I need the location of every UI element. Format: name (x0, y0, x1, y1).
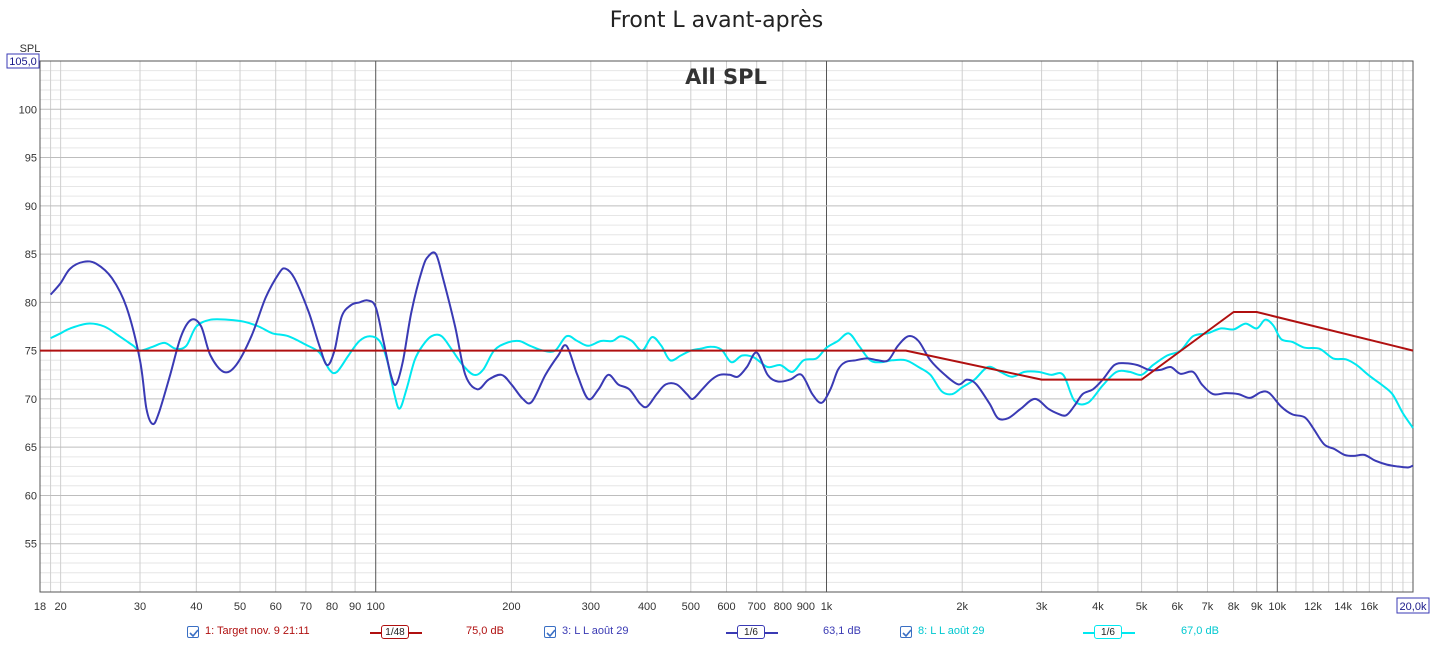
x-tick-label: 50 (234, 601, 246, 613)
series-8-smoothing-label: 1/6 (1094, 625, 1122, 639)
series-3-value: 63,1 dB (823, 625, 861, 637)
x-tick-label: 60 (270, 601, 282, 613)
x-tick-label: 400 (638, 601, 656, 613)
series-1-checkbox[interactable] (187, 626, 199, 638)
y-tick-label: 90 (25, 201, 37, 213)
frequency-response-chart[interactable]: All SPL 55 60 65 70 75 80 85 90 95 100 18 20 30 40 50… (0, 0, 1433, 624)
x-tick-label: 600 (717, 601, 735, 613)
x-tick-label: 200 (502, 601, 520, 613)
series-8-value: 67,0 dB (1181, 625, 1219, 637)
x-tick-label: 900 (797, 601, 815, 613)
y-tick-label: 60 (25, 490, 37, 502)
x-tick-label: 16k (1360, 601, 1378, 613)
x-tick-label: 12k (1304, 601, 1322, 613)
x-tick-label: 30 (134, 601, 146, 613)
x-tick-label: 300 (582, 601, 600, 613)
x-tick-label: 100 (367, 601, 385, 613)
y-tick-label: 95 (25, 153, 37, 165)
x-tick-label: 90 (349, 601, 361, 613)
series-1-smoothing[interactable]: 1/48 (370, 624, 422, 642)
y-tick-label: 75 (25, 346, 37, 358)
x-tick-label: 8k (1228, 601, 1240, 613)
x-tick-label: 6k (1171, 601, 1183, 613)
y-tick-label: 55 (25, 539, 37, 551)
series-8-checkbox[interactable] (900, 626, 912, 638)
y-axis-tick-labels: 55 60 65 70 75 80 85 90 95 100 (19, 104, 37, 550)
y-axis-label: SPL (20, 43, 41, 55)
x-max-value: 20,0k (1400, 601, 1427, 613)
series-1-smoothing-label: 1/48 (381, 625, 409, 639)
x-tick-label: 7k (1202, 601, 1214, 613)
series-3-name: 3: L L août 29 (562, 625, 629, 637)
x-tick-label: 40 (190, 601, 202, 613)
y-tick-label: 85 (25, 249, 37, 261)
series-1-name: 1: Target nov. 9 21:11 (205, 625, 310, 637)
legend: 1: Target nov. 9 21:11 1/48 75,0 dB 3: L… (0, 624, 1433, 646)
x-tick-label: 9k (1251, 601, 1263, 613)
y-max-box[interactable] (6, 53, 40, 69)
y-tick-label: 80 (25, 297, 37, 309)
x-tick-label: 10k (1268, 601, 1286, 613)
series-3-smoothing-label: 1/6 (737, 625, 765, 639)
series-1-value: 75,0 dB (466, 625, 504, 637)
x-tick-label: 3k (1036, 601, 1048, 613)
x-tick-label: 5k (1136, 601, 1148, 613)
series-line-l-l-aout-29-dark (49, 251, 1414, 469)
y-tick-label: 65 (25, 442, 37, 454)
series-3-checkbox[interactable] (544, 626, 556, 638)
y-max-value: 105,0 (9, 56, 37, 68)
plot-frame (39, 60, 1414, 593)
y-tick-label: 70 (25, 394, 37, 406)
x-tick-label: 14k (1334, 601, 1352, 613)
x-tick-label: 500 (682, 601, 700, 613)
x-axis-tick-labels: 18 20 30 40 50 60 70 80 90 100 200 300 400 500 600 700 8… (34, 601, 1379, 613)
series-line-l-l-aout-29-cyan (50, 318, 1414, 429)
series-8-smoothing[interactable]: 1/6 (1083, 624, 1135, 642)
x-tick-label: 2k (956, 601, 968, 613)
x-max-box[interactable] (1396, 597, 1430, 614)
y-tick-label: 100 (19, 104, 37, 116)
x-tick-label: 18 (34, 601, 46, 613)
x-tick-label: 800 (774, 601, 792, 613)
major-gridlines (40, 61, 1413, 592)
x-tick-label: 80 (326, 601, 338, 613)
series-curves (40, 251, 1414, 469)
chart-subtitle: All SPL (685, 65, 767, 89)
chart-title: Front L avant-après (609, 8, 824, 33)
series-8-name: 8: L L août 29 (918, 625, 985, 637)
x-tick-label: 70 (300, 601, 312, 613)
x-tick-label: 4k (1092, 601, 1104, 613)
series-3-smoothing[interactable]: 1/6 (726, 624, 778, 642)
minor-gridlines (39, 61, 1414, 592)
x-tick-label: 20 (55, 601, 67, 613)
series-line-target (40, 311, 1414, 381)
x-tick-label: 700 (747, 601, 765, 613)
x-tick-label: 1k (821, 601, 833, 613)
